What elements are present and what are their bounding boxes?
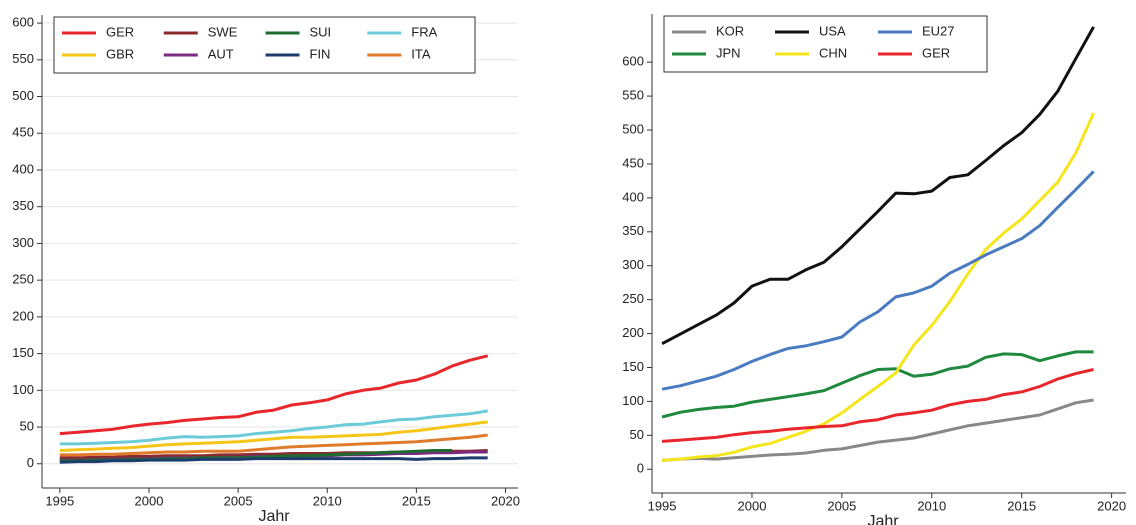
legend-label: AUT [208,46,234,61]
x-tick-label: 2005 [224,493,253,508]
x-tick-label: 2005 [827,498,856,513]
x-tick-label: 2020 [491,493,520,508]
y-tick-label: 450 [622,155,644,170]
series-line [59,420,488,452]
series-line [661,398,1094,462]
y-tick-label: 300 [12,235,34,250]
legend-label: SWE [208,24,238,39]
x-tick-label: 1995 [648,498,677,513]
legend-label: FIN [310,46,331,61]
legend-box [53,16,476,74]
y-tick-label: 0 [637,461,644,476]
legend-label: FRA [411,24,437,39]
series-line [661,112,1095,462]
y-tick-label: 500 [622,121,644,136]
x-tick-label: 2000 [738,498,767,513]
legend-label: CHN [819,45,847,60]
y-tick-label: 450 [12,125,34,140]
series-line [661,368,1094,443]
y-tick-label: 100 [622,393,644,408]
x-axis-title: Jahr [258,508,290,525]
y-tick-label: 400 [12,161,34,176]
y-tick-label: 400 [622,189,644,204]
y-tick-label: 600 [622,54,644,69]
y-tick-label: 50 [630,427,644,442]
x-tick-label: 2010 [313,493,342,508]
y-tick-label: 600 [12,15,34,30]
y-tick-label: 200 [622,325,644,340]
x-tick-label: 2015 [402,493,431,508]
x-tick-label: 2015 [1007,498,1036,513]
y-tick-label: 300 [622,257,644,272]
legend-label: GBR [106,46,134,61]
legend-label: JPN [716,45,741,60]
y-tick-label: 50 [20,418,34,433]
legend-label: SUI [310,24,332,39]
series-line [59,354,489,436]
legend-label: USA [819,23,846,38]
y-tick-label: 150 [622,359,644,374]
y-tick-label: 250 [12,272,34,287]
x-axis-title: Jahr [867,513,899,525]
x-tick-label: 2000 [135,493,164,508]
series-line [661,170,1095,391]
series-line [59,433,488,457]
y-tick-label: 200 [12,308,34,323]
legend-label: KOR [716,23,744,38]
y-tick-label: 0 [27,455,34,470]
series-line [59,409,488,446]
x-tick-label: 2010 [917,498,946,513]
y-tick-label: 150 [12,345,34,360]
y-tick-label: 550 [12,51,34,66]
x-tick-label: 1995 [45,493,74,508]
legend-label: ITA [411,46,431,61]
legend-label: EU27 [922,23,955,38]
legend-label: GER [106,24,134,39]
legend-label: GER [922,45,950,60]
legend-box [663,15,988,73]
y-tick-label: 250 [622,291,644,306]
series-line [661,26,1095,346]
y-tick-label: 350 [12,198,34,213]
y-tick-label: 550 [622,88,644,103]
series-line [661,350,1094,419]
y-tick-label: 500 [12,88,34,103]
x-tick-label: 2020 [1097,498,1126,513]
series-line [59,456,488,464]
y-tick-label: 350 [622,223,644,238]
y-tick-label: 100 [12,382,34,397]
